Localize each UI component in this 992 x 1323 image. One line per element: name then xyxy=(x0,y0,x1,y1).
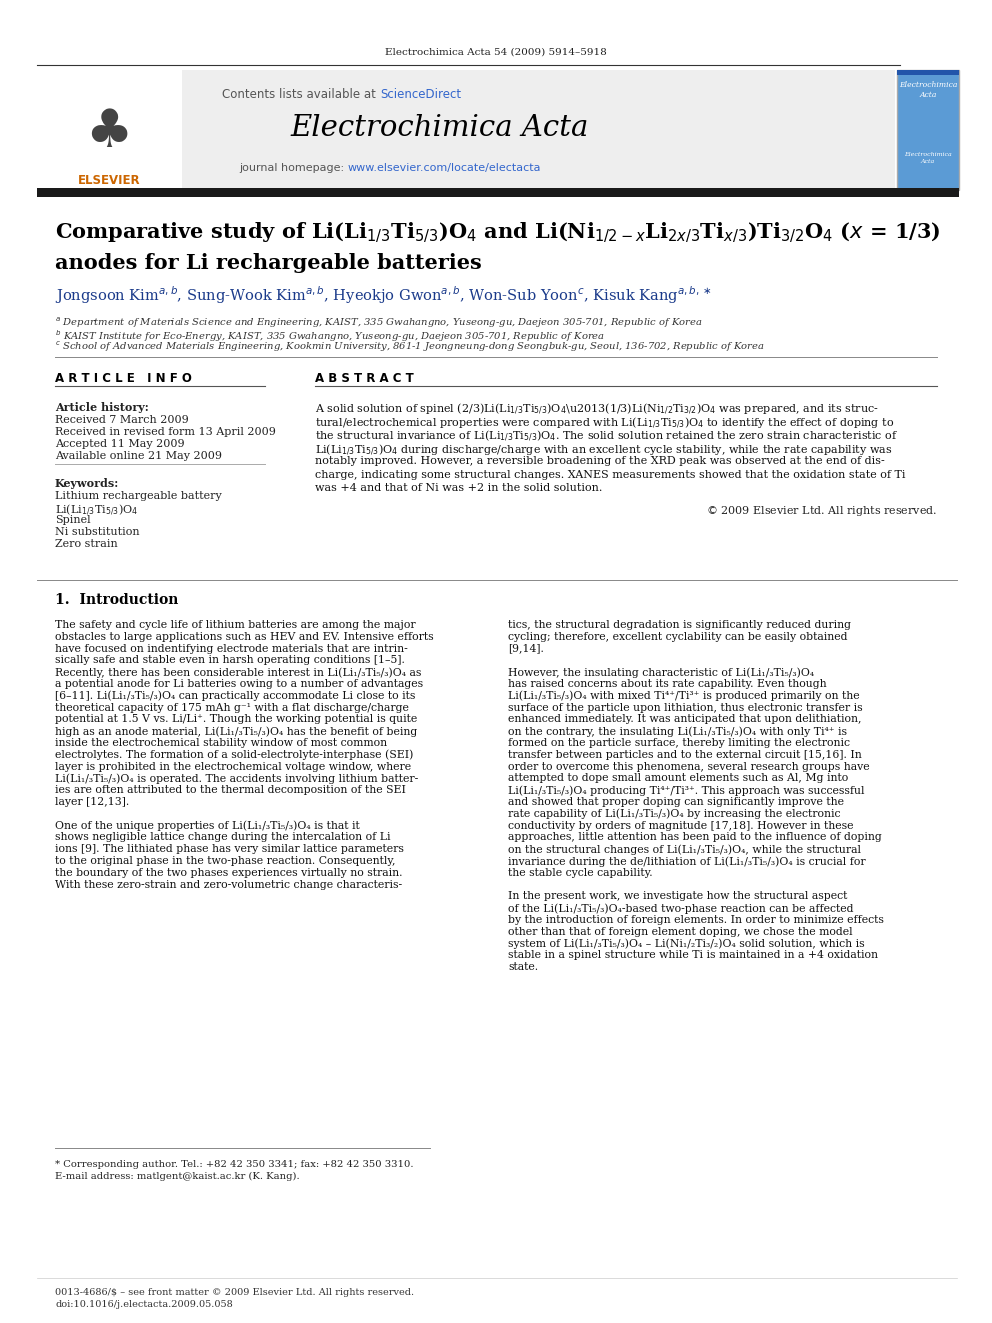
Text: doi:10.1016/j.electacta.2009.05.058: doi:10.1016/j.electacta.2009.05.058 xyxy=(55,1301,233,1308)
Text: Electrochimica
Acta: Electrochimica Acta xyxy=(899,81,957,99)
Text: However, the insulating characteristic of Li(Li₁/₃Ti₅/₃)O₄: However, the insulating characteristic o… xyxy=(508,667,814,677)
Text: layer [12,13].: layer [12,13]. xyxy=(55,796,129,807)
Text: With these zero-strain and zero-volumetric change characteris-: With these zero-strain and zero-volumetr… xyxy=(55,880,402,889)
Text: the stable cycle capability.: the stable cycle capability. xyxy=(508,868,653,877)
Text: Zero strain: Zero strain xyxy=(55,538,118,549)
Text: system of Li(Li₁/₃Ti₅/₃)O₄ – Li(Ni₁/₂Ti₃/₂)O₄ solid solution, which is: system of Li(Li₁/₃Ti₅/₃)O₄ – Li(Ni₁/₂Ti₃… xyxy=(508,938,865,949)
Text: charge, indicating some structural changes. XANES measurements showed that the o: charge, indicating some structural chang… xyxy=(315,470,906,479)
Text: Electrochimica
Acta: Electrochimica Acta xyxy=(904,152,952,164)
Bar xyxy=(37,70,182,191)
Text: anodes for Li rechargeable batteries: anodes for Li rechargeable batteries xyxy=(55,253,482,273)
Text: One of the unique properties of Li(Li₁/₃Ti₅/₃)O₄ is that it: One of the unique properties of Li(Li₁/₃… xyxy=(55,820,360,831)
Text: theoretical capacity of 175 mAh g⁻¹ with a flat discharge/charge: theoretical capacity of 175 mAh g⁻¹ with… xyxy=(55,703,409,713)
Text: was +4 and that of Ni was +2 in the solid solution.: was +4 and that of Ni was +2 in the soli… xyxy=(315,483,602,493)
Text: other than that of foreign element doping, we chose the model: other than that of foreign element dopin… xyxy=(508,927,853,937)
Text: on the structural changes of Li(Li₁/₃Ti₅/₃)O₄, while the structural: on the structural changes of Li(Li₁/₃Ti₅… xyxy=(508,844,861,855)
Text: tural/electrochemical properties were compared with Li(Li$_{1/3}$Ti$_{5/3}$)O$_4: tural/electrochemical properties were co… xyxy=(315,415,894,430)
Text: inside the electrochemical stability window of most common: inside the electrochemical stability win… xyxy=(55,738,387,747)
Text: Received in revised form 13 April 2009: Received in revised form 13 April 2009 xyxy=(55,427,276,437)
Text: www.elsevier.com/locate/electacta: www.elsevier.com/locate/electacta xyxy=(348,163,542,173)
Text: ♣: ♣ xyxy=(85,106,133,157)
Text: Spinel: Spinel xyxy=(55,515,90,525)
Text: rate capability of Li(Li₁/₃Ti₅/₃)O₄ by increasing the electronic: rate capability of Li(Li₁/₃Ti₅/₃)O₄ by i… xyxy=(508,808,840,819)
Text: transfer between particles and to the external circuit [15,16]. In: transfer between particles and to the ex… xyxy=(508,750,862,759)
Text: A R T I C L E   I N F O: A R T I C L E I N F O xyxy=(55,372,191,385)
Text: shows negligible lattice change during the intercalation of Li: shows negligible lattice change during t… xyxy=(55,832,391,843)
Text: electrolytes. The formation of a solid-electrolyte-interphase (SEI): electrolytes. The formation of a solid-e… xyxy=(55,750,414,761)
Text: formed on the particle surface, thereby limiting the electronic: formed on the particle surface, thereby … xyxy=(508,738,850,747)
Text: obstacles to large applications such as HEV and EV. Intensive efforts: obstacles to large applications such as … xyxy=(55,632,434,642)
Text: [9,14].: [9,14]. xyxy=(508,643,544,654)
Text: Contents lists available at: Contents lists available at xyxy=(222,89,380,102)
Text: ies are often attributed to the thermal decomposition of the SEI: ies are often attributed to the thermal … xyxy=(55,785,406,795)
Text: Li(Li₁/₃Ti₅/₃)O₄ with mixed Ti⁴⁺/Ti³⁺ is produced primarily on the: Li(Li₁/₃Ti₅/₃)O₄ with mixed Ti⁴⁺/Ti³⁺ is… xyxy=(508,691,860,701)
Text: cycling; therefore, excellent cyclability can be easily obtained: cycling; therefore, excellent cyclabilit… xyxy=(508,632,847,642)
Text: tics, the structural degradation is significantly reduced during: tics, the structural degradation is sign… xyxy=(508,620,851,630)
Text: stable in a spinel structure while Ti is maintained in a +4 oxidation: stable in a spinel structure while Ti is… xyxy=(508,950,878,960)
Text: Li(Li$_{1/3}$Ti$_{5/3}$)O$_4$ during discharge/charge with an excellent cycle st: Li(Li$_{1/3}$Ti$_{5/3}$)O$_4$ during dis… xyxy=(315,442,893,458)
Text: state.: state. xyxy=(508,962,538,972)
Text: Article history:: Article history: xyxy=(55,402,149,413)
Text: Li(Li₁/₃Ti₅/₃)O₄ producing Ti⁴⁺/Ti³⁺. This approach was successful: Li(Li₁/₃Ti₅/₃)O₄ producing Ti⁴⁺/Ti³⁺. Th… xyxy=(508,785,864,795)
Text: Li(Li₁/₃Ti₅/₃)O₄ is operated. The accidents involving lithium batter-: Li(Li₁/₃Ti₅/₃)O₄ is operated. The accide… xyxy=(55,774,419,785)
Text: 0013-4686/$ – see front matter © 2009 Elsevier Ltd. All rights reserved.: 0013-4686/$ – see front matter © 2009 El… xyxy=(55,1289,414,1297)
Bar xyxy=(897,70,959,191)
Text: Accepted 11 May 2009: Accepted 11 May 2009 xyxy=(55,439,185,448)
Text: attempted to dope small amount elements such as Al, Mg into: attempted to dope small amount elements … xyxy=(508,774,848,783)
Text: Ni substitution: Ni substitution xyxy=(55,527,140,537)
Text: Lithium rechargeable battery: Lithium rechargeable battery xyxy=(55,491,222,501)
Text: Available online 21 May 2009: Available online 21 May 2009 xyxy=(55,451,222,460)
Text: to the original phase in the two-phase reaction. Consequently,: to the original phase in the two-phase r… xyxy=(55,856,396,867)
Text: A solid solution of spinel (2/3)Li(Li$_{1/3}$Ti$_{5/3}$)O$_4$\u2013(1/3)Li(Ni$_{: A solid solution of spinel (2/3)Li(Li$_{… xyxy=(315,402,879,417)
Text: potential at 1.5 V vs. Li/Li⁺. Though the working potential is quite: potential at 1.5 V vs. Li/Li⁺. Though th… xyxy=(55,714,418,725)
Text: $^a$ Department of Materials Science and Engineering, KAIST, 335 Gwahangno, Yuse: $^a$ Department of Materials Science and… xyxy=(55,316,702,331)
Text: [6–11]. Li(Li₁/₃Ti₅/₃)O₄ can practically accommodate Li close to its: [6–11]. Li(Li₁/₃Ti₅/₃)O₄ can practically… xyxy=(55,691,416,701)
Text: notably improved. However, a reversible broadening of the XRD peak was observed : notably improved. However, a reversible … xyxy=(315,456,885,466)
Text: 1.  Introduction: 1. Introduction xyxy=(55,593,179,607)
Text: surface of the particle upon lithiation, thus electronic transfer is: surface of the particle upon lithiation,… xyxy=(508,703,863,713)
Bar xyxy=(37,188,959,197)
Text: has raised concerns about its rate capability. Even though: has raised concerns about its rate capab… xyxy=(508,679,826,689)
Text: The safety and cycle life of lithium batteries are among the major: The safety and cycle life of lithium bat… xyxy=(55,620,416,630)
Text: sically safe and stable even in harsh operating conditions [1–5].: sically safe and stable even in harsh op… xyxy=(55,655,405,665)
Text: conductivity by orders of magnitude [17,18]. However in these: conductivity by orders of magnitude [17,… xyxy=(508,820,853,831)
Text: E-mail address: matlgent@kaist.ac.kr (K. Kang).: E-mail address: matlgent@kaist.ac.kr (K.… xyxy=(55,1172,300,1181)
Text: and showed that proper doping can significantly improve the: and showed that proper doping can signif… xyxy=(508,796,844,807)
Text: Electrochimica Acta 54 (2009) 5914–5918: Electrochimica Acta 54 (2009) 5914–5918 xyxy=(385,48,607,57)
Text: $^c$ School of Advanced Materials Engineering, Kookmin University, 861-1 Jeongne: $^c$ School of Advanced Materials Engine… xyxy=(55,340,765,355)
Text: of the Li(Li₁/₃Ti₅/₃)O₄-based two-phase reaction can be affected: of the Li(Li₁/₃Ti₅/₃)O₄-based two-phase … xyxy=(508,904,853,914)
Text: by the introduction of foreign elements. In order to minimize effects: by the introduction of foreign elements.… xyxy=(508,916,884,925)
Text: Comparative study of Li(Li$_{1/3}$Ti$_{5/3}$)O$_4$ and Li(Ni$_{1/2-x}$Li$_{2x/3}: Comparative study of Li(Li$_{1/3}$Ti$_{5… xyxy=(55,221,940,245)
Text: * Corresponding author. Tel.: +82 42 350 3341; fax: +82 42 350 3310.: * Corresponding author. Tel.: +82 42 350… xyxy=(55,1160,414,1170)
Text: Electrochimica Acta: Electrochimica Acta xyxy=(291,114,589,142)
Text: ScienceDirect: ScienceDirect xyxy=(380,89,461,102)
Text: Recently, there has been considerable interest in Li(Li₁/₃Ti₅/₃)O₄ as: Recently, there has been considerable in… xyxy=(55,667,422,677)
Text: ions [9]. The lithiated phase has very similar lattice parameters: ions [9]. The lithiated phase has very s… xyxy=(55,844,404,855)
Text: Received 7 March 2009: Received 7 March 2009 xyxy=(55,415,188,425)
Text: invariance during the de/lithiation of Li(Li₁/₃Ti₅/₃)O₄ is crucial for: invariance during the de/lithiation of L… xyxy=(508,856,866,867)
Bar xyxy=(897,70,959,75)
Text: the structural invariance of Li(Li$_{1/3}$Ti$_{5/3}$)O$_4$. The solid solution r: the structural invariance of Li(Li$_{1/3… xyxy=(315,429,898,445)
Text: a potential anode for Li batteries owing to a number of advantages: a potential anode for Li batteries owing… xyxy=(55,679,424,689)
Text: journal homepage:: journal homepage: xyxy=(239,163,348,173)
Text: order to overcome this phenomena, several research groups have: order to overcome this phenomena, severa… xyxy=(508,762,870,771)
Text: have focused on indentifying electrode materials that are intrin-: have focused on indentifying electrode m… xyxy=(55,643,408,654)
Text: approaches, little attention has been paid to the influence of doping: approaches, little attention has been pa… xyxy=(508,832,882,843)
Text: In the present work, we investigate how the structural aspect: In the present work, we investigate how … xyxy=(508,892,847,901)
Text: the boundary of the two phases experiences virtually no strain.: the boundary of the two phases experienc… xyxy=(55,868,403,877)
Text: Jongsoon Kim$^{a,b}$, Sung-Wook Kim$^{a,b}$, Hyeokjo Gwon$^{a,b}$, Won-Sub Yoon$: Jongsoon Kim$^{a,b}$, Sung-Wook Kim$^{a,… xyxy=(55,284,711,306)
Text: high as an anode material, Li(Li₁/₃Ti₅/₃)O₄ has the benefit of being: high as an anode material, Li(Li₁/₃Ti₅/₃… xyxy=(55,726,418,737)
Text: $^b$ KAIST Institute for Eco-Energy, KAIST, 335 Gwahangno, Yuseong-gu, Daejeon 3: $^b$ KAIST Institute for Eco-Energy, KAI… xyxy=(55,328,605,344)
Text: $\copyright$ 2009 Elsevier Ltd. All rights reserved.: $\copyright$ 2009 Elsevier Ltd. All righ… xyxy=(705,504,937,519)
Text: Li(Li$_{1/3}$Ti$_{5/3}$)O$_4$: Li(Li$_{1/3}$Ti$_{5/3}$)O$_4$ xyxy=(55,503,138,519)
Text: enhanced immediately. It was anticipated that upon delithiation,: enhanced immediately. It was anticipated… xyxy=(508,714,861,725)
Text: Keywords:: Keywords: xyxy=(55,478,119,490)
Text: ELSEVIER: ELSEVIER xyxy=(77,173,140,187)
Text: A B S T R A C T: A B S T R A C T xyxy=(315,372,414,385)
Text: layer is prohibited in the electrochemical voltage window, where: layer is prohibited in the electrochemic… xyxy=(55,762,411,771)
Bar xyxy=(37,70,895,191)
Text: on the contrary, the insulating Li(Li₁/₃Ti₅/₃)O₄ with only Ti⁴⁺ is: on the contrary, the insulating Li(Li₁/₃… xyxy=(508,726,847,737)
